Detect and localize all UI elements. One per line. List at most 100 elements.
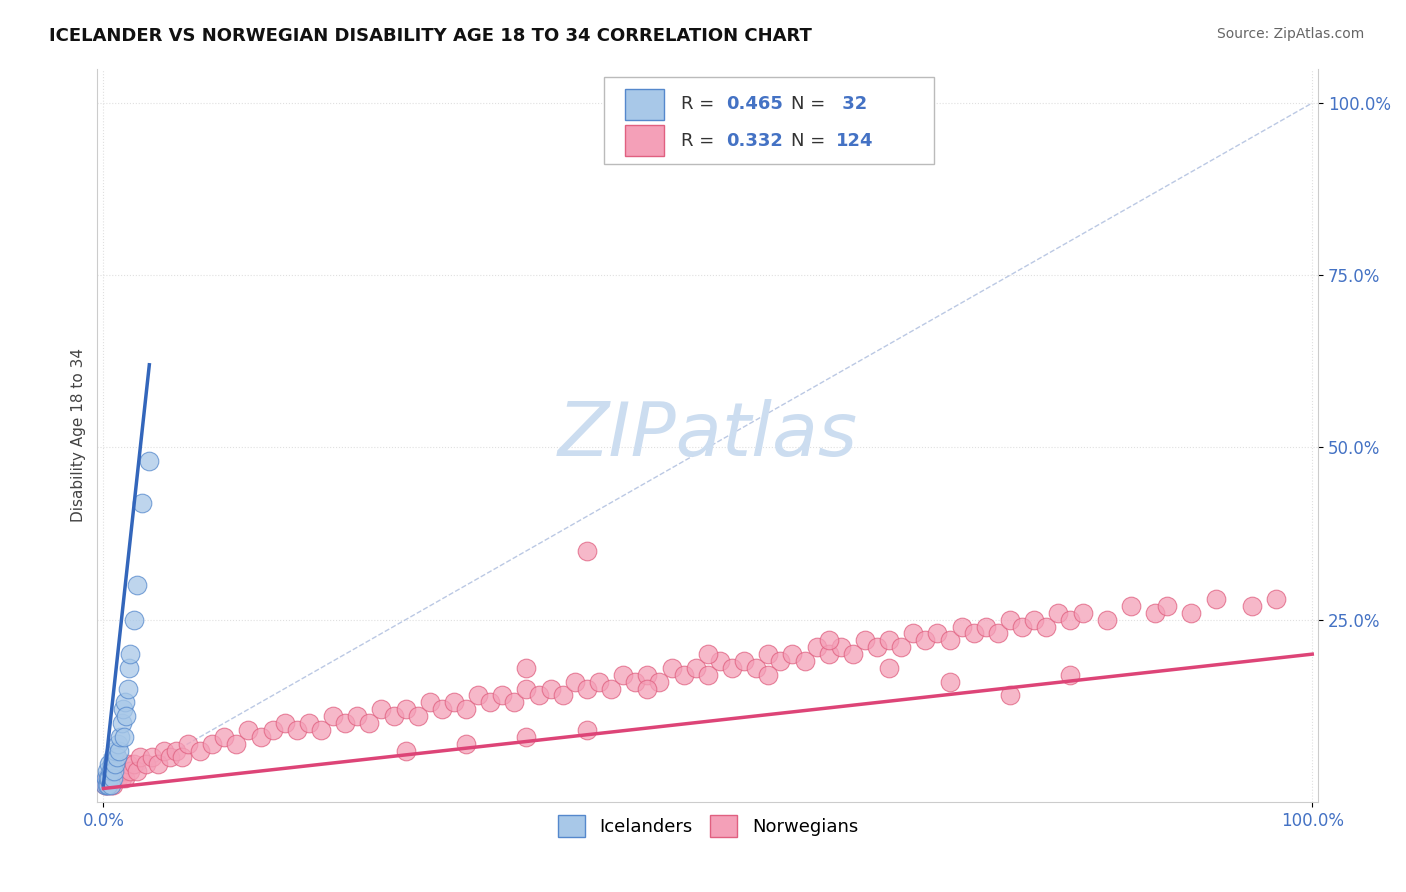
Text: 124: 124 bbox=[837, 132, 873, 150]
Point bbox=[188, 743, 211, 757]
Point bbox=[1240, 599, 1263, 613]
Text: R =: R = bbox=[681, 132, 720, 150]
Point bbox=[1156, 599, 1178, 613]
Text: 32: 32 bbox=[837, 95, 868, 113]
Point bbox=[138, 454, 160, 468]
Point bbox=[100, 764, 122, 779]
Legend: Icelanders, Norwegians: Icelanders, Norwegians bbox=[550, 808, 865, 845]
Point bbox=[443, 695, 465, 709]
Point bbox=[551, 689, 574, 703]
FancyBboxPatch shape bbox=[624, 125, 664, 156]
Point bbox=[419, 695, 441, 709]
Point bbox=[1144, 606, 1167, 620]
Point bbox=[1071, 606, 1094, 620]
Point bbox=[111, 764, 134, 779]
Point bbox=[104, 757, 127, 772]
Point bbox=[111, 702, 134, 716]
Point bbox=[782, 647, 804, 661]
Point bbox=[540, 681, 562, 696]
Point bbox=[127, 578, 149, 592]
Point bbox=[1180, 606, 1202, 620]
FancyBboxPatch shape bbox=[605, 78, 934, 164]
Point bbox=[685, 661, 707, 675]
Point bbox=[467, 689, 489, 703]
Point bbox=[1011, 619, 1033, 633]
Point bbox=[624, 674, 647, 689]
Point bbox=[131, 495, 153, 509]
Point bbox=[114, 695, 136, 709]
Point bbox=[564, 674, 586, 689]
Point bbox=[107, 771, 129, 785]
Point bbox=[938, 674, 960, 689]
Point bbox=[696, 668, 718, 682]
Point bbox=[817, 647, 839, 661]
Point bbox=[249, 730, 271, 744]
Point bbox=[709, 654, 731, 668]
Point bbox=[114, 771, 136, 785]
Point bbox=[527, 689, 550, 703]
Point bbox=[648, 674, 671, 689]
Point bbox=[128, 750, 150, 764]
Point bbox=[110, 716, 132, 731]
Point bbox=[721, 661, 744, 675]
Point bbox=[600, 681, 623, 696]
Point bbox=[100, 778, 122, 792]
Point bbox=[153, 743, 176, 757]
Text: R =: R = bbox=[681, 95, 720, 113]
Point bbox=[274, 716, 297, 731]
Text: 0.332: 0.332 bbox=[725, 132, 783, 150]
Point bbox=[370, 702, 392, 716]
Point bbox=[515, 681, 537, 696]
Point bbox=[382, 709, 405, 723]
Point bbox=[165, 743, 187, 757]
Text: 0.465: 0.465 bbox=[725, 95, 783, 113]
Point bbox=[96, 771, 118, 785]
Point bbox=[636, 681, 658, 696]
Point bbox=[101, 771, 124, 785]
Point bbox=[359, 716, 381, 731]
Point bbox=[830, 640, 852, 655]
Point bbox=[454, 737, 477, 751]
Text: ICELANDER VS NORWEGIAN DISABILITY AGE 18 TO 34 CORRELATION CHART: ICELANDER VS NORWEGIAN DISABILITY AGE 18… bbox=[49, 27, 813, 45]
Point bbox=[110, 771, 132, 785]
Point bbox=[101, 750, 124, 764]
Point bbox=[877, 661, 900, 675]
Point bbox=[214, 730, 236, 744]
Point bbox=[927, 626, 949, 640]
Point bbox=[394, 702, 416, 716]
Point bbox=[141, 750, 163, 764]
Point bbox=[108, 743, 131, 757]
Point bbox=[877, 633, 900, 648]
Point bbox=[118, 661, 141, 675]
Point bbox=[285, 723, 308, 737]
Point bbox=[322, 709, 344, 723]
Point bbox=[96, 778, 118, 792]
Point bbox=[333, 716, 356, 731]
Point bbox=[853, 633, 876, 648]
Point bbox=[963, 626, 986, 640]
Point bbox=[122, 757, 145, 772]
Point bbox=[98, 757, 121, 772]
Point bbox=[914, 633, 936, 648]
Point bbox=[515, 661, 537, 675]
Point bbox=[454, 702, 477, 716]
Point bbox=[903, 626, 925, 640]
Point bbox=[238, 723, 260, 737]
Point bbox=[117, 681, 139, 696]
Point bbox=[101, 757, 124, 772]
Point bbox=[122, 613, 145, 627]
Point bbox=[101, 771, 124, 785]
Point bbox=[100, 778, 122, 792]
Point bbox=[1265, 592, 1288, 607]
Text: N =: N = bbox=[790, 95, 831, 113]
Point bbox=[94, 778, 117, 792]
Point bbox=[756, 647, 779, 661]
Point bbox=[101, 778, 124, 792]
Point bbox=[118, 764, 141, 779]
Point bbox=[97, 771, 120, 785]
Point bbox=[146, 757, 169, 772]
Text: ZIPatlas: ZIPatlas bbox=[558, 400, 858, 471]
Point bbox=[104, 743, 127, 757]
Y-axis label: Disability Age 18 to 34: Disability Age 18 to 34 bbox=[72, 349, 86, 523]
Point bbox=[842, 647, 865, 661]
